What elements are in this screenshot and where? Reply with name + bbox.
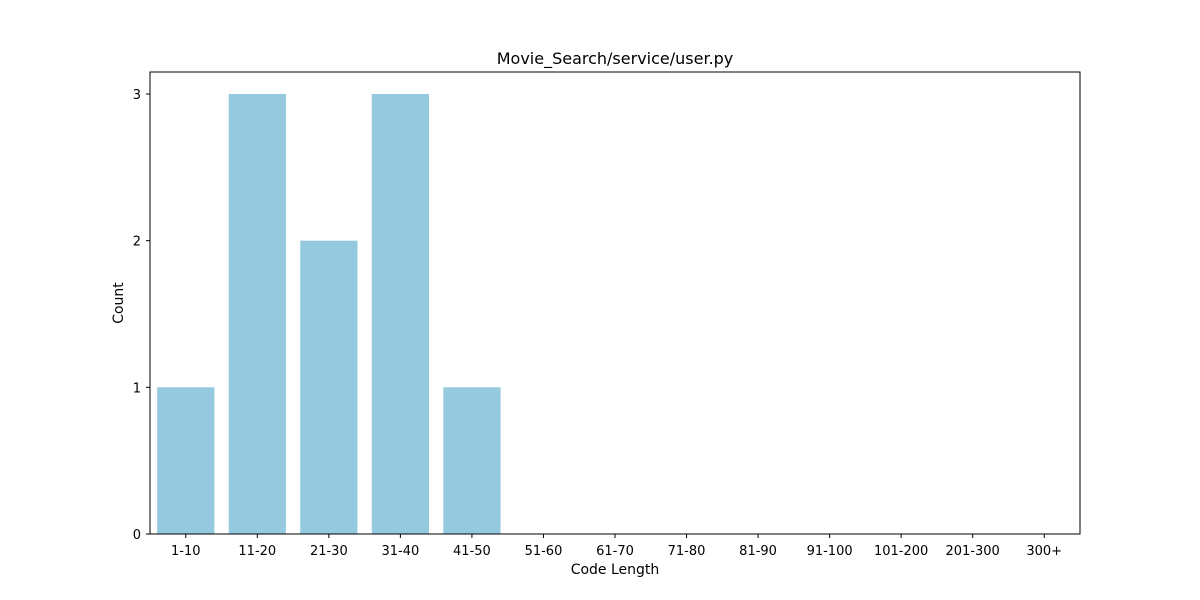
x-tick-label: 1-10 <box>171 544 201 559</box>
x-tick-label: 11-20 <box>238 544 276 559</box>
x-tick-label: 21-30 <box>310 544 348 559</box>
x-tick-label: 201-300 <box>946 544 1000 559</box>
plot-frame <box>149 71 1081 535</box>
bar-11-20 <box>228 94 286 534</box>
x-tick-label: 31-40 <box>381 544 419 559</box>
bar-31-40 <box>371 94 429 534</box>
ticks-layer: 1-10 11-20 21-30 31-40 41-50 51-60 61-70 71-80 8… <box>133 88 1062 559</box>
bar-1-10 <box>157 387 215 534</box>
x-tick-label: 300+ <box>1026 544 1062 559</box>
x-tick-label: 51-60 <box>525 544 563 559</box>
y-tick-label: 3 <box>133 88 141 103</box>
x-tick-label: 91-100 <box>807 544 853 559</box>
x-tick-label: 101-200 <box>874 544 928 559</box>
y-tick-label: 1 <box>133 381 141 396</box>
y-tick-label: 2 <box>133 235 141 250</box>
x-axis-label: Code Length <box>571 562 660 578</box>
x-tick-label: 41-50 <box>453 544 491 559</box>
x-tick-label: 61-70 <box>596 544 634 559</box>
y-axis-label: Count <box>111 282 127 324</box>
y-tick-label: 0 <box>133 528 141 543</box>
bars-layer <box>157 94 501 534</box>
x-tick-label: 81-90 <box>739 544 777 559</box>
chart-title: Movie_Search/service/user.py <box>497 49 734 69</box>
bar-41-50 <box>443 387 501 534</box>
bar-21-30 <box>300 240 358 534</box>
x-tick-label: 71-80 <box>668 544 706 559</box>
